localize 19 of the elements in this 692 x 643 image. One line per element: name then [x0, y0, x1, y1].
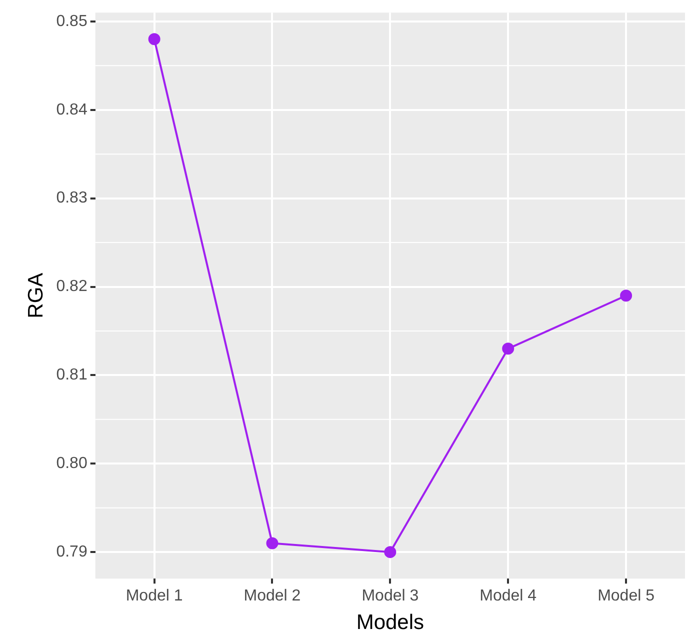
point [384, 546, 396, 558]
x-tick-label: Model 1 [126, 588, 183, 605]
point [502, 342, 514, 355]
y-axis-title: RGA [24, 272, 48, 318]
y-tick-label: 0.83 [56, 190, 88, 207]
y-tick-label: 0.82 [56, 278, 88, 296]
x-tick-label: Model 4 [480, 588, 537, 605]
point [266, 537, 278, 550]
point [148, 33, 160, 46]
x-tick-label: Model 3 [362, 588, 419, 605]
y-tick-label: 0.81 [56, 366, 88, 384]
point [620, 290, 632, 302]
x-axis-title: Models [356, 611, 424, 634]
y-tick-label: 0.84 [56, 101, 88, 118]
y-tick-label: 0.85 [56, 12, 88, 30]
y-tick-label: 0.80 [56, 455, 88, 472]
y-tick-label: 0.79 [56, 543, 88, 560]
x-tick-label: Model 5 [598, 588, 655, 605]
x-tick-label: Model 2 [244, 588, 301, 605]
